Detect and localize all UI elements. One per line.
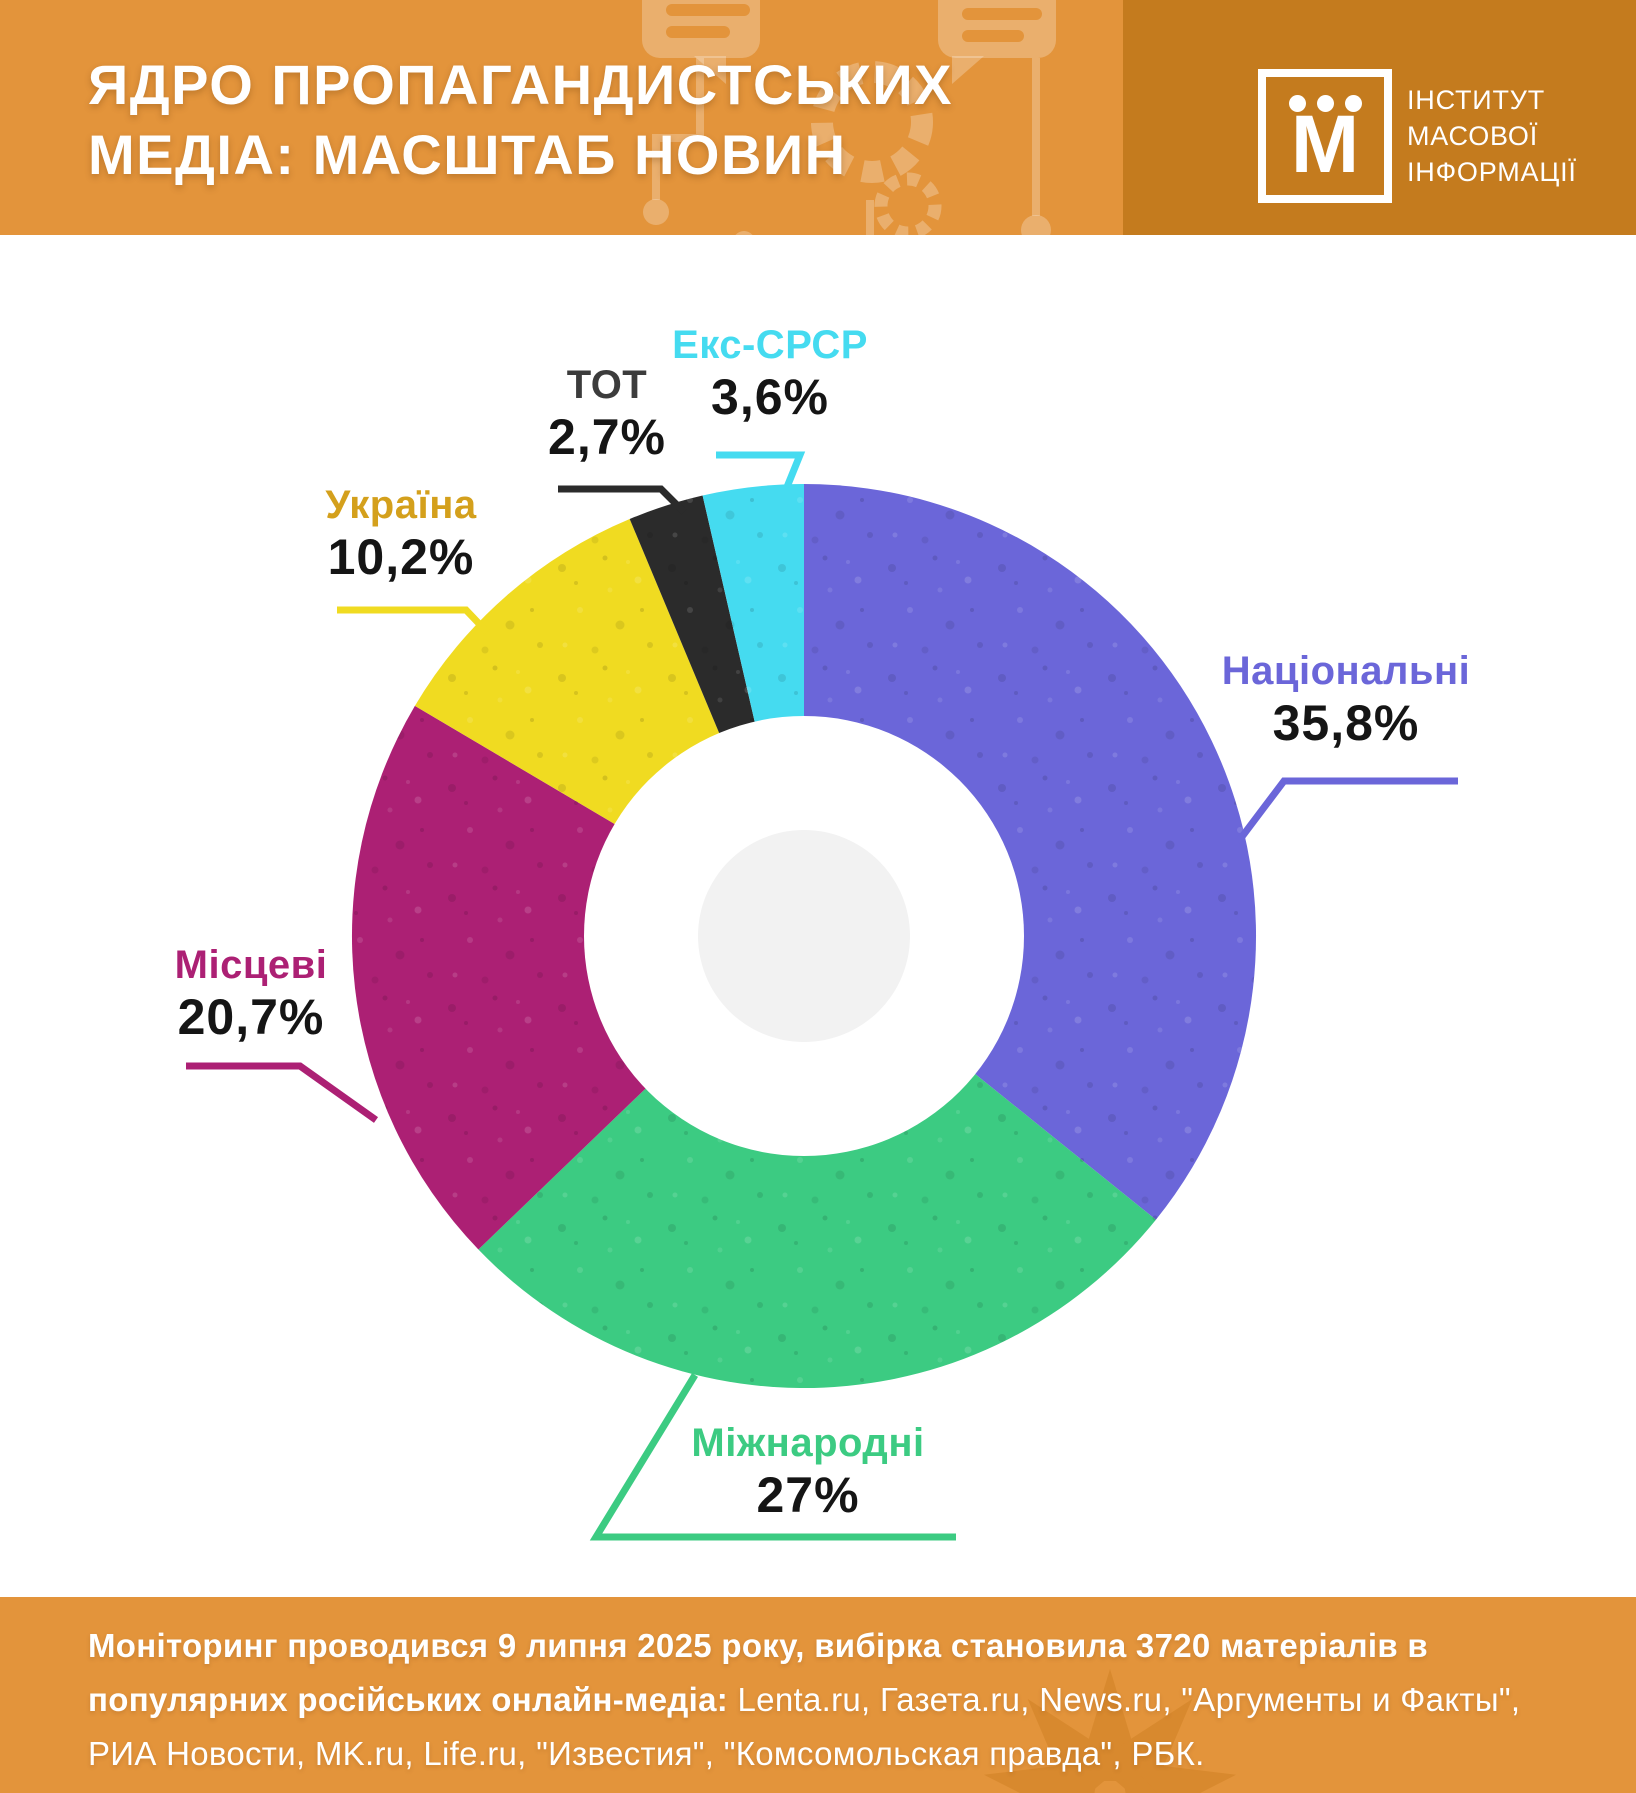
segment-value: 20,7% bbox=[177, 989, 325, 1045]
imi-org-name: ІНСТИТУТ МАСОВОЇ ІНФОРМАЦІЇ bbox=[1407, 82, 1577, 190]
segment-value: 27% bbox=[756, 1467, 860, 1523]
segment-label-mizhnarodni: Міжнародні 27% bbox=[608, 1420, 1008, 1522]
imi-org-line-1: ІНСТИТУТ bbox=[1407, 85, 1546, 115]
circuit-decoration-graphic bbox=[642, 0, 1056, 235]
footer-line-1: Моніторинг проводився 9 липня 2025 року,… bbox=[88, 1619, 1520, 1673]
segment-name: ТОТ bbox=[566, 363, 648, 407]
segment-name: Місцеві bbox=[174, 943, 328, 987]
segment-name: Україна bbox=[325, 483, 477, 527]
footer-line-3: РИА Новости, MK.ru, Life.ru, "Известия",… bbox=[88, 1727, 1520, 1781]
header-banner: ЯДРО ПРОПАГАНДИСТСЬКИХ МЕДІА: МАСШТАБ НО… bbox=[0, 0, 1636, 235]
segment-value: 35,8% bbox=[1272, 695, 1420, 751]
imi-org-line-2: МАСОВОЇ bbox=[1407, 121, 1539, 151]
footer-banner: Моніторинг проводився 9 липня 2025 року,… bbox=[0, 1597, 1636, 1793]
flower-petal bbox=[1119, 1760, 1237, 1793]
callout-line-tot bbox=[558, 485, 687, 515]
segment-name: Екс-СРСР bbox=[672, 323, 868, 367]
page-title-line-2: МЕДІА: МАСШТАБ НОВИН bbox=[88, 123, 847, 186]
segment-name: Міжнародні bbox=[691, 1421, 925, 1465]
segment-label-eks-srsr: Екс-СРСР 3,6% bbox=[570, 322, 970, 424]
callout-line-eks-srsr bbox=[716, 451, 806, 489]
segment-label-miscevi: Місцеві 20,7% bbox=[51, 942, 451, 1044]
imi-logo: М bbox=[1258, 69, 1392, 203]
gear-icon bbox=[811, 61, 942, 235]
footer-note: Моніторинг проводився 9 липня 2025 року,… bbox=[88, 1619, 1520, 1781]
footer-text-regular: РИА Новости, MK.ru, Life.ru, "Известия",… bbox=[88, 1735, 1205, 1772]
imi-logo-letter: М bbox=[1290, 99, 1360, 190]
callout-line-ukraina bbox=[337, 606, 490, 635]
page-title-line-1: ЯДРО ПРОПАГАНДИСТСЬКИХ bbox=[88, 53, 953, 116]
callout-line-miscevi bbox=[186, 1062, 379, 1123]
callout-line-nacionalni bbox=[1235, 777, 1458, 845]
imi-org-line-3: ІНФОРМАЦІЇ bbox=[1407, 157, 1577, 187]
footer-text-bold: Моніторинг проводився 9 липня 2025 року,… bbox=[88, 1627, 1429, 1664]
flower-petal bbox=[1094, 1698, 1193, 1793]
flower-ornament bbox=[983, 1669, 1237, 1793]
imi-logo-dots-icon bbox=[1266, 95, 1384, 112]
flower-petal bbox=[1027, 1698, 1126, 1793]
segment-value: 2,7% bbox=[548, 409, 666, 465]
callout-line-mizhnarodni bbox=[589, 1373, 956, 1541]
footer-line-2: популярних російських онлайн-медіа: Lent… bbox=[88, 1673, 1520, 1727]
page-title: ЯДРО ПРОПАГАНДИСТСЬКИХ МЕДІА: МАСШТАБ НО… bbox=[88, 50, 953, 190]
segment-value: 3,6% bbox=[711, 369, 829, 425]
segment-label-ukraina: Україна 10,2% bbox=[201, 482, 601, 584]
segment-name: Національні bbox=[1221, 649, 1471, 693]
donut-hole-inner-circle bbox=[698, 830, 910, 1042]
footer-text-regular: Lenta.ru, Газета.ru, News.ru, "Аргументы… bbox=[737, 1681, 1521, 1718]
segment-label-tot: ТОТ 2,7% bbox=[407, 362, 807, 464]
footer-text-bold: популярних російських онлайн-медіа: bbox=[88, 1681, 738, 1718]
segment-label-nacionalni: Національні 35,8% bbox=[1146, 648, 1546, 750]
segment-value: 10,2% bbox=[327, 529, 475, 585]
